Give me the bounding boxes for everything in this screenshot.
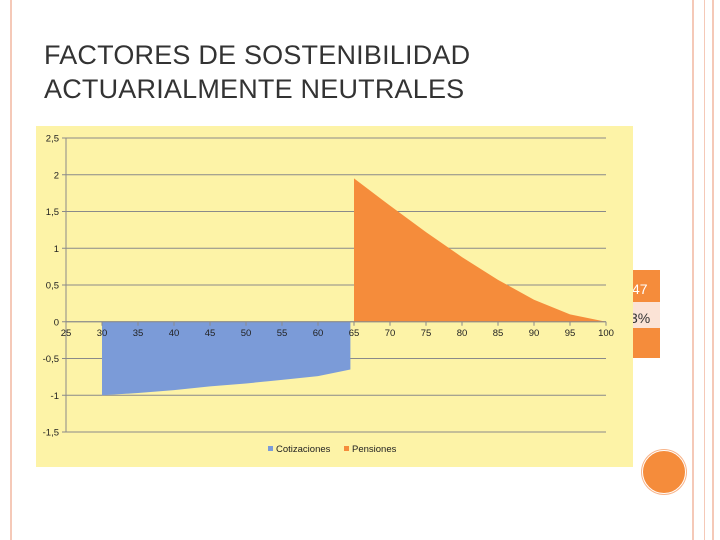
side-callout-percent: 3% xyxy=(630,310,651,326)
slide-frame-right xyxy=(692,0,694,540)
slide-title: FACTORES DE SOSTENIBILIDAD ACTUARIALMENT… xyxy=(44,38,604,106)
x-tick-label: 95 xyxy=(565,328,576,339)
y-tick-label: 2 xyxy=(54,170,59,181)
y-tick-label: -1 xyxy=(51,391,59,402)
x-tick-label: 45 xyxy=(205,328,216,339)
x-tick-label: 70 xyxy=(385,328,396,339)
legend-label-cotizaciones: Cotizaciones xyxy=(276,444,331,455)
x-tick-label: 60 xyxy=(313,328,324,339)
x-tick-label: 80 xyxy=(457,328,468,339)
y-tick-label: 2,5 xyxy=(46,134,59,145)
side-callout-value: 47 xyxy=(632,281,648,297)
x-tick-label: 35 xyxy=(133,328,144,339)
series-area-cotizaciones xyxy=(102,321,351,396)
x-tick-label: 75 xyxy=(421,328,432,339)
x-tick-label: 50 xyxy=(241,328,252,339)
decorative-circle xyxy=(642,450,686,494)
x-tick-label: 100 xyxy=(598,328,614,339)
series-area-pensiones xyxy=(354,178,606,322)
x-tick-label: 40 xyxy=(169,328,180,339)
legend-swatch-cotizaciones xyxy=(268,446,273,451)
x-tick-label: 85 xyxy=(493,328,504,339)
chart-container: 2,5 2 1,5 1 0,5 0 -0,5 -1 -1,5 25 30 35 40 45 50 55 60 65… xyxy=(36,126,633,467)
y-tick-label: -1,5 xyxy=(43,428,59,439)
slide-frame-right-thin xyxy=(704,0,705,540)
x-tick-label: 90 xyxy=(529,328,540,339)
slide-title-line2: ACTUARIALMENTE NEUTRALES xyxy=(44,74,465,104)
slide-frame-right-outer xyxy=(712,0,714,540)
y-tick-label: 0,5 xyxy=(46,281,59,292)
slide-frame-left xyxy=(10,0,12,540)
y-tick-label: 1,5 xyxy=(46,207,59,218)
area-chart: 2,5 2 1,5 1 0,5 0 -0,5 -1 -1,5 25 30 35 40 45 50 55 60 65… xyxy=(36,126,633,467)
y-tick-label: -0,5 xyxy=(43,354,59,365)
legend-label-pensiones: Pensiones xyxy=(352,444,397,455)
x-tick-label: 25 xyxy=(61,328,72,339)
x-tick-label: 30 xyxy=(97,328,108,339)
y-tick-label: 1 xyxy=(54,244,59,255)
slide-title-line1: FACTORES DE SOSTENIBILIDAD xyxy=(44,40,471,70)
chart-background xyxy=(36,126,633,467)
x-tick-label: 55 xyxy=(277,328,288,339)
legend-swatch-pensiones xyxy=(344,446,349,451)
y-tick-label: 0 xyxy=(54,317,59,328)
x-tick-label: 65 xyxy=(349,328,360,339)
